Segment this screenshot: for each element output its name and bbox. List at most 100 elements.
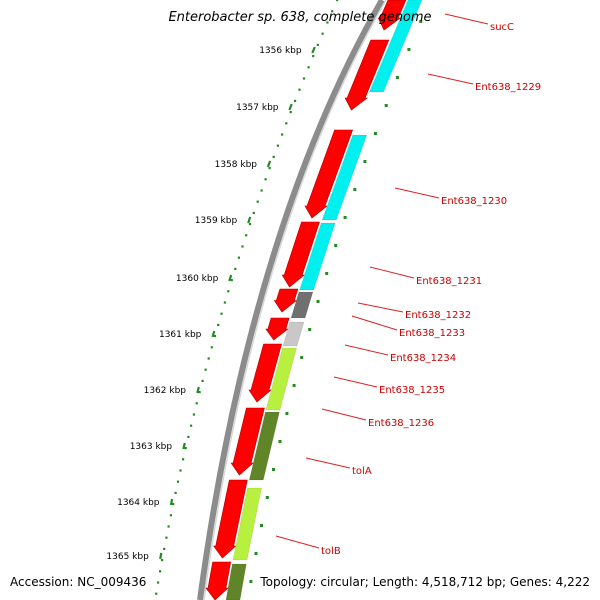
cds-arrow	[377, 0, 407, 31]
ruler-dot	[190, 424, 193, 427]
accession-text: Accession: NC_009436	[10, 575, 147, 589]
ruler-dot	[241, 245, 244, 248]
ruler-dot	[213, 335, 217, 338]
ruler-dot	[159, 570, 162, 573]
ruler-dot	[264, 178, 267, 181]
outer-tick	[272, 468, 275, 471]
gene-label: Ent638_1235	[379, 385, 445, 396]
ruler-dot	[260, 189, 263, 192]
ruler-dot	[184, 447, 187, 450]
ruler-dot	[210, 346, 213, 349]
ruler-dot	[312, 55, 315, 58]
ruler-tick-label: 1362 kbp	[144, 386, 187, 396]
outer-tick	[300, 356, 304, 359]
ruler-tick	[196, 386, 200, 394]
outer-tick	[308, 328, 312, 331]
gene-labels: sucC Ent638_1229 Ent638_1230 Ent638_1231 Ent…	[321, 22, 541, 557]
ruler-dot	[237, 256, 240, 259]
ruler-dot	[316, 43, 319, 46]
ruler-dot	[165, 536, 168, 539]
ruler-tick	[266, 160, 272, 168]
cds-arrow	[265, 317, 290, 341]
ruler-dot	[223, 301, 226, 304]
category-band	[369, 0, 423, 93]
ruler-dot	[198, 391, 201, 394]
category-band	[248, 411, 280, 481]
ruler-dot	[155, 592, 158, 595]
leader-lines	[275, 13, 489, 549]
leader-line	[344, 344, 389, 356]
ruler-dot	[179, 469, 182, 472]
gene-label: sucC	[490, 22, 514, 33]
leader-line	[444, 13, 489, 25]
ruler-dot	[289, 111, 292, 114]
feature-track	[205, 0, 423, 600]
backbone-arc	[197, 0, 385, 600]
outer-tick	[384, 104, 388, 107]
ruler-dot	[172, 503, 175, 506]
ruler-tick-label: 1356 kbp	[259, 46, 302, 56]
cds-arrow	[248, 343, 282, 403]
ruler-dot	[256, 200, 259, 203]
ruler-dot	[167, 525, 170, 528]
ruler-tick-label: 1357 kbp	[236, 103, 279, 113]
outer-tick	[292, 384, 296, 387]
ruler-dot	[234, 267, 237, 270]
ruler-dot	[220, 312, 223, 315]
genome-summary: Topology: circular; Length: 4,518,712 bp…	[260, 575, 590, 589]
cds-arrow	[344, 39, 390, 111]
outer-tick	[373, 132, 377, 135]
leader-line	[275, 535, 320, 549]
ruler-dot	[294, 99, 297, 102]
outer-tick	[334, 244, 338, 247]
leader-line	[305, 457, 351, 469]
ruler-dot	[285, 122, 288, 125]
ruler-tick-label: 1364 kbp	[117, 498, 160, 508]
ruler-dot	[272, 155, 275, 158]
ruler-tick-label: 1365 kbp	[106, 552, 149, 562]
cds-arrow	[230, 407, 265, 476]
ruler-tick	[311, 46, 316, 54]
outer-tick	[265, 496, 269, 499]
cds-arrow	[304, 129, 354, 219]
category-band	[232, 487, 262, 561]
outer-tick	[363, 160, 367, 163]
genome-title: Enterobacter sp. 638, complete genome	[168, 10, 432, 25]
ruler-dot	[176, 480, 180, 483]
ruler-dot	[302, 77, 306, 80]
ruler-dot	[163, 547, 166, 550]
gene-label: Ent638_1230	[441, 196, 507, 207]
category-band	[225, 563, 247, 600]
cds-arrow	[213, 479, 248, 559]
ruler-dot	[207, 357, 210, 360]
gene-label: tolB	[321, 546, 341, 557]
ruler-tick-label: 1361 kbp	[159, 330, 202, 340]
outer-tick	[278, 440, 282, 443]
category-band	[282, 321, 305, 347]
category-band	[299, 222, 336, 291]
outer-tick	[249, 580, 253, 583]
cds-arrow	[205, 561, 232, 600]
ruler-tick	[159, 552, 163, 560]
outer-tick	[285, 412, 289, 415]
ruler-dot	[281, 133, 284, 136]
ruler-dot	[230, 279, 233, 282]
leader-line	[394, 187, 440, 199]
ruler-tick-label: 1358 kbp	[215, 160, 258, 170]
leader-line	[369, 266, 415, 279]
ruler-dot	[321, 32, 324, 35]
ruler-dot	[227, 290, 230, 293]
ruler-dot	[307, 66, 310, 69]
leader-line	[427, 73, 474, 85]
ruler-dot	[161, 559, 164, 562]
ruler-dot	[201, 379, 204, 382]
ruler-dot	[217, 323, 220, 326]
outer-tick	[419, 20, 423, 23]
outer-tick	[260, 524, 263, 527]
ruler-dot	[192, 413, 195, 416]
outer-tick	[316, 300, 320, 303]
ruler-tick	[182, 442, 186, 450]
outer-tick	[353, 188, 357, 191]
ruler-dot	[276, 144, 279, 147]
